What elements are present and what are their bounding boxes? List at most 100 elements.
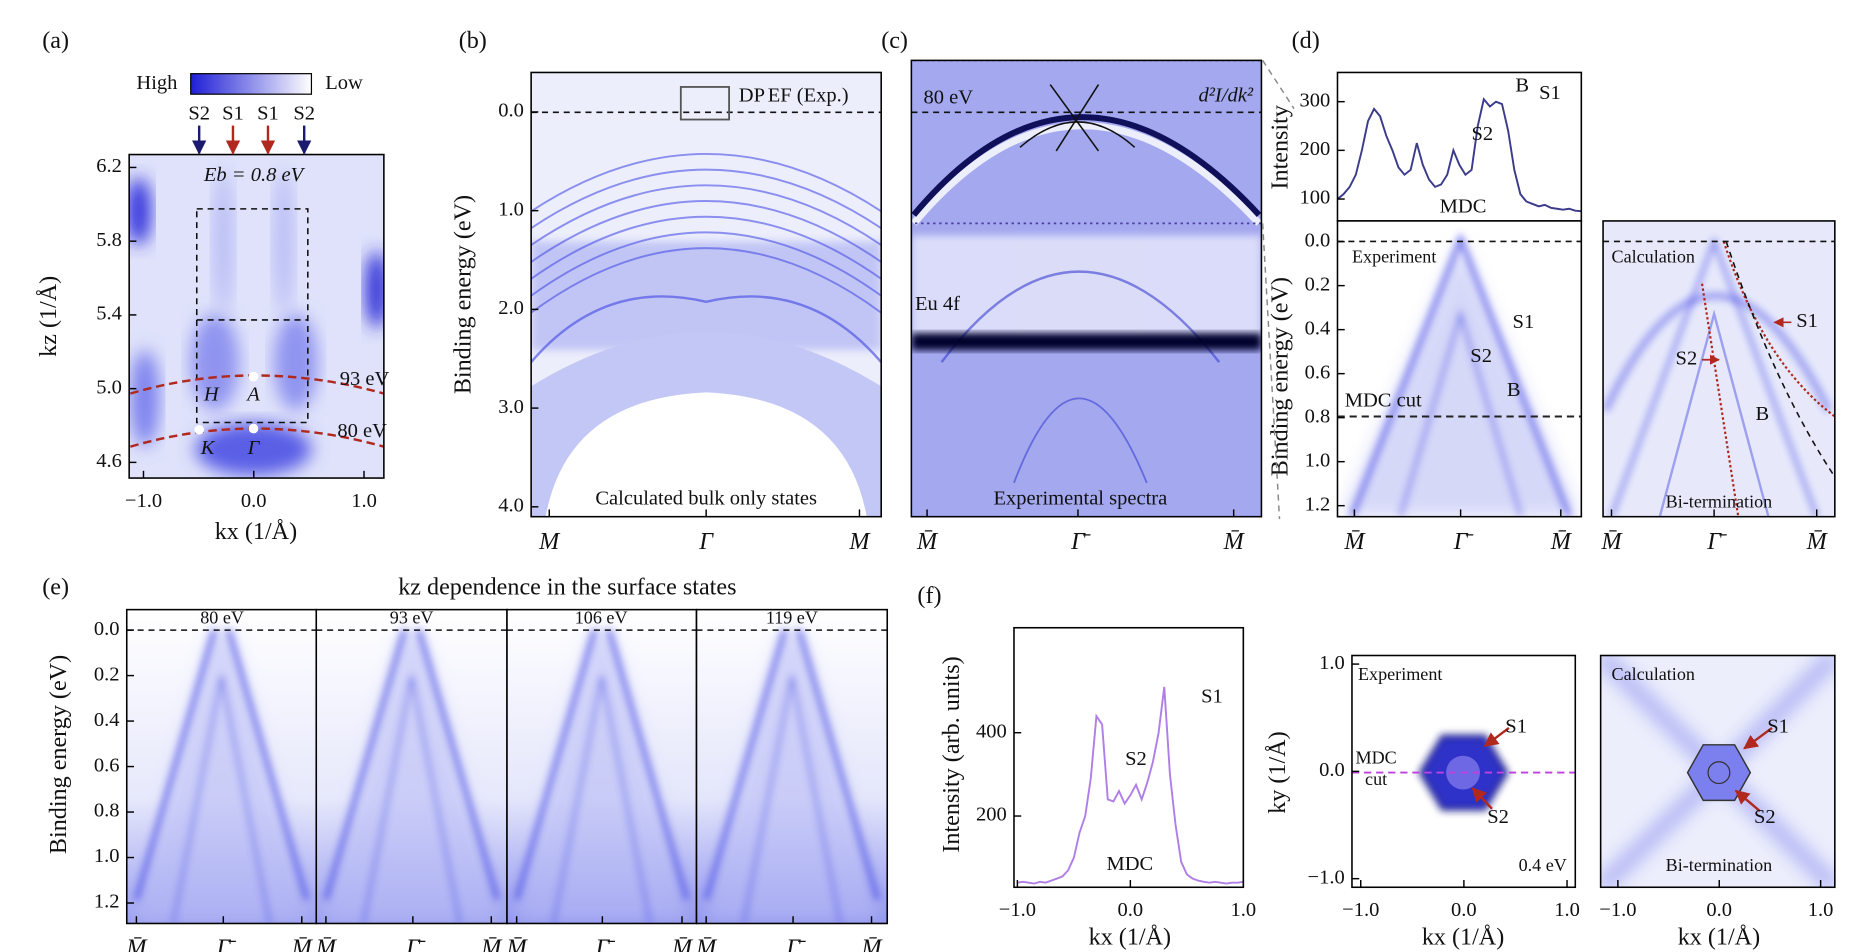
x-tick-label: −1.0 — [125, 490, 162, 512]
frame — [695, 608, 889, 925]
annotation: 80 eV — [923, 87, 973, 109]
decoration — [796, 629, 880, 901]
y-axis-label: Binding energy (eV) — [1267, 277, 1294, 476]
decoration — [531, 295, 882, 363]
decoration — [911, 333, 1262, 351]
x-tick-label: Γ̄ — [1706, 528, 1727, 555]
panel-image — [1351, 655, 1576, 888]
decoration — [248, 423, 259, 434]
annotation: S1 — [1505, 716, 1527, 738]
annotation: H — [203, 384, 220, 406]
decoration — [911, 235, 1262, 339]
decoration — [742, 675, 842, 924]
frame — [910, 59, 1263, 518]
decoration — [134, 629, 217, 901]
y-tick-label: 0.0 — [498, 100, 524, 122]
x-axis-label: kx (1/Å) — [1678, 924, 1760, 951]
annotation: cut — [1365, 769, 1387, 789]
decoration — [531, 200, 882, 263]
decoration — [1725, 241, 1835, 478]
annotation: Experiment — [1352, 247, 1436, 267]
annotation: S1 — [1796, 310, 1818, 332]
annotation: Experimental spectra — [994, 487, 1168, 509]
y-tick-label: 0.0 — [1305, 229, 1331, 251]
y-tick-label: 1.0 — [498, 198, 524, 220]
x-tick-label: M̄ — [671, 935, 694, 952]
annotation: S2 — [1470, 345, 1492, 367]
x-tick-label: Γ — [698, 528, 714, 555]
decoration — [1707, 761, 1731, 785]
annotation: 80 eV — [337, 420, 387, 442]
panel-label: (f) — [917, 582, 941, 609]
annotation: Calculation — [1612, 664, 1695, 684]
annotation: Calculated bulk only states — [595, 487, 817, 509]
annotation: d²I/dk² — [1199, 84, 1254, 106]
annotation: S1 — [1513, 311, 1535, 333]
x-tick-label: M̄ — [916, 528, 939, 555]
y-tick-label: 6.2 — [96, 155, 122, 177]
annotation: S2 — [1676, 347, 1698, 369]
y-tick-label: 0.6 — [1305, 361, 1331, 383]
x-tick-label: Γ̄ — [1453, 528, 1474, 555]
annotation: EF (Exp.) — [768, 84, 849, 106]
annotation: S2 — [188, 102, 210, 124]
y-axis-label: Intensity — [1267, 105, 1294, 189]
annotation: Γ — [247, 437, 261, 459]
annotation: S2 — [1487, 806, 1509, 828]
decoration — [606, 629, 690, 901]
annotation: S1 — [257, 102, 279, 124]
decoration — [1055, 84, 1100, 152]
panel-label: (c) — [881, 27, 908, 54]
annotation: 80 eV — [200, 607, 244, 627]
y-tick-label: 1.0 — [1305, 449, 1331, 471]
x-tick-label: 0.0 — [1118, 899, 1144, 921]
x-tick-label: M̄ — [315, 935, 338, 952]
decoration — [531, 231, 882, 297]
colorbar — [190, 73, 313, 95]
decoration — [1700, 283, 1740, 517]
annotation: Low — [325, 72, 363, 94]
annotation: MDC cut — [1345, 390, 1422, 412]
annotation: S1 — [1767, 716, 1789, 738]
x-axis-label: kx (1/Å) — [215, 518, 297, 545]
x-tick-label: −1.0 — [1342, 899, 1379, 921]
decoration — [1049, 84, 1100, 152]
decoration — [274, 313, 318, 411]
panel-label: (d) — [1292, 27, 1320, 54]
y-tick-label: 1.0 — [1319, 652, 1345, 674]
decoration — [551, 675, 652, 924]
decoration — [679, 86, 731, 121]
decoration — [531, 247, 882, 314]
x-tick-label: Γ̄ — [405, 935, 426, 952]
panel-image — [1337, 97, 1582, 213]
annotation: 0.4 eV — [1519, 855, 1567, 875]
x-tick-label: 0.0 — [1706, 899, 1732, 921]
panel-image — [1337, 220, 1582, 517]
x-tick-label: 1.0 — [1808, 899, 1834, 921]
annotation: S1 — [222, 102, 244, 124]
y-tick-label: 0.4 — [94, 709, 120, 731]
annotation: MDC — [1440, 195, 1487, 217]
y-tick-label: 1.2 — [1305, 493, 1331, 515]
decoration — [1398, 307, 1523, 517]
decoration — [531, 184, 882, 246]
decoration — [130, 350, 160, 447]
x-tick-label: M̄ — [506, 935, 529, 952]
panel-label: (e) — [42, 574, 69, 601]
decoration — [323, 629, 407, 901]
y-tick-label: 4.6 — [96, 450, 122, 472]
y-tick-label: 0.8 — [94, 800, 120, 822]
annotation: A — [245, 384, 260, 406]
decoration — [545, 392, 867, 517]
decoration — [248, 371, 259, 382]
decoration — [1603, 220, 1835, 517]
x-tick-label: M̄ — [695, 935, 718, 952]
frame — [128, 153, 385, 479]
decoration — [1483, 726, 1510, 747]
panel-image — [696, 609, 888, 924]
mdc-line — [1017, 686, 1244, 885]
decoration — [1342, 241, 1579, 517]
x-tick-label: −1.0 — [999, 899, 1036, 921]
decoration — [1722, 241, 1835, 418]
